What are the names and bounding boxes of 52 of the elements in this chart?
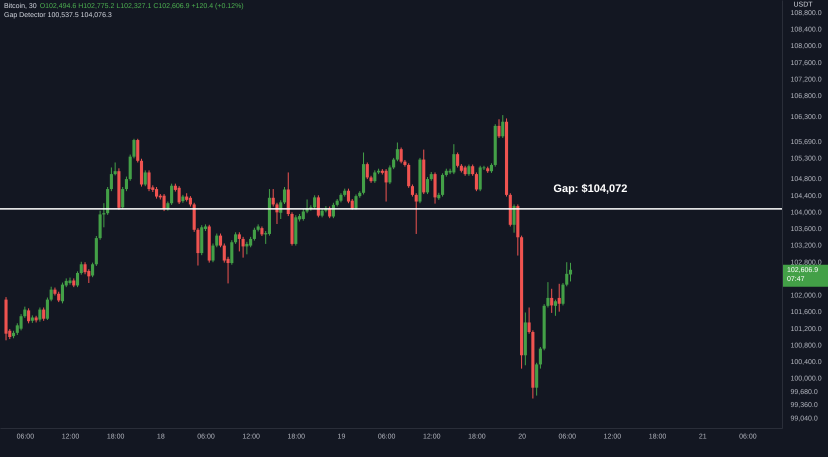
candlestick	[535, 362, 538, 396]
candlestick	[178, 186, 181, 205]
candlestick	[441, 172, 444, 198]
candlestick	[245, 241, 248, 255]
candlestick	[366, 162, 369, 180]
candlestick	[242, 236, 245, 258]
candlestick	[426, 176, 430, 195]
candlestick	[400, 147, 403, 164]
candlestick	[162, 194, 166, 212]
candlestick	[456, 152, 460, 168]
candlestick	[384, 168, 388, 202]
candlestick	[87, 268, 90, 284]
candlestick	[501, 114, 504, 138]
candlestick	[252, 227, 256, 242]
candlestick	[512, 204, 516, 234]
candlestick	[260, 226, 264, 237]
candlestick	[554, 299, 558, 316]
candlestick	[84, 262, 87, 275]
candlestick	[546, 282, 550, 308]
candlestick	[38, 306, 42, 322]
candlestick	[196, 228, 200, 266]
candlestick	[20, 314, 23, 331]
candlestick	[147, 170, 151, 192]
candlestick	[396, 142, 399, 162]
candlestick	[478, 165, 482, 192]
candlestick	[474, 172, 478, 192]
candlestick	[452, 144, 456, 175]
candlestick	[568, 262, 572, 282]
candlestick	[433, 172, 437, 204]
candlestick	[91, 262, 94, 278]
candlestick	[57, 291, 60, 303]
candlestick	[121, 186, 124, 210]
candlestick	[354, 194, 358, 210]
candlestick	[23, 306, 26, 318]
candlestick	[550, 288, 554, 314]
candlestick	[467, 164, 470, 176]
candlestick	[60, 282, 64, 304]
candlestick	[373, 170, 376, 184]
candlestick	[407, 162, 410, 188]
candlestick	[110, 166, 113, 192]
candlestick	[464, 165, 467, 176]
candlestick	[155, 186, 158, 200]
candlestick	[558, 283, 561, 312]
candlestick	[339, 192, 342, 203]
candlestick	[27, 308, 30, 324]
candlestick	[471, 164, 474, 176]
ref-line-label: Gap: $104,072	[553, 182, 628, 195]
candlestick	[313, 194, 316, 210]
candlestick	[144, 170, 147, 187]
candlestick	[497, 118, 501, 138]
candlestick	[42, 306, 46, 322]
candlestick	[528, 306, 531, 334]
